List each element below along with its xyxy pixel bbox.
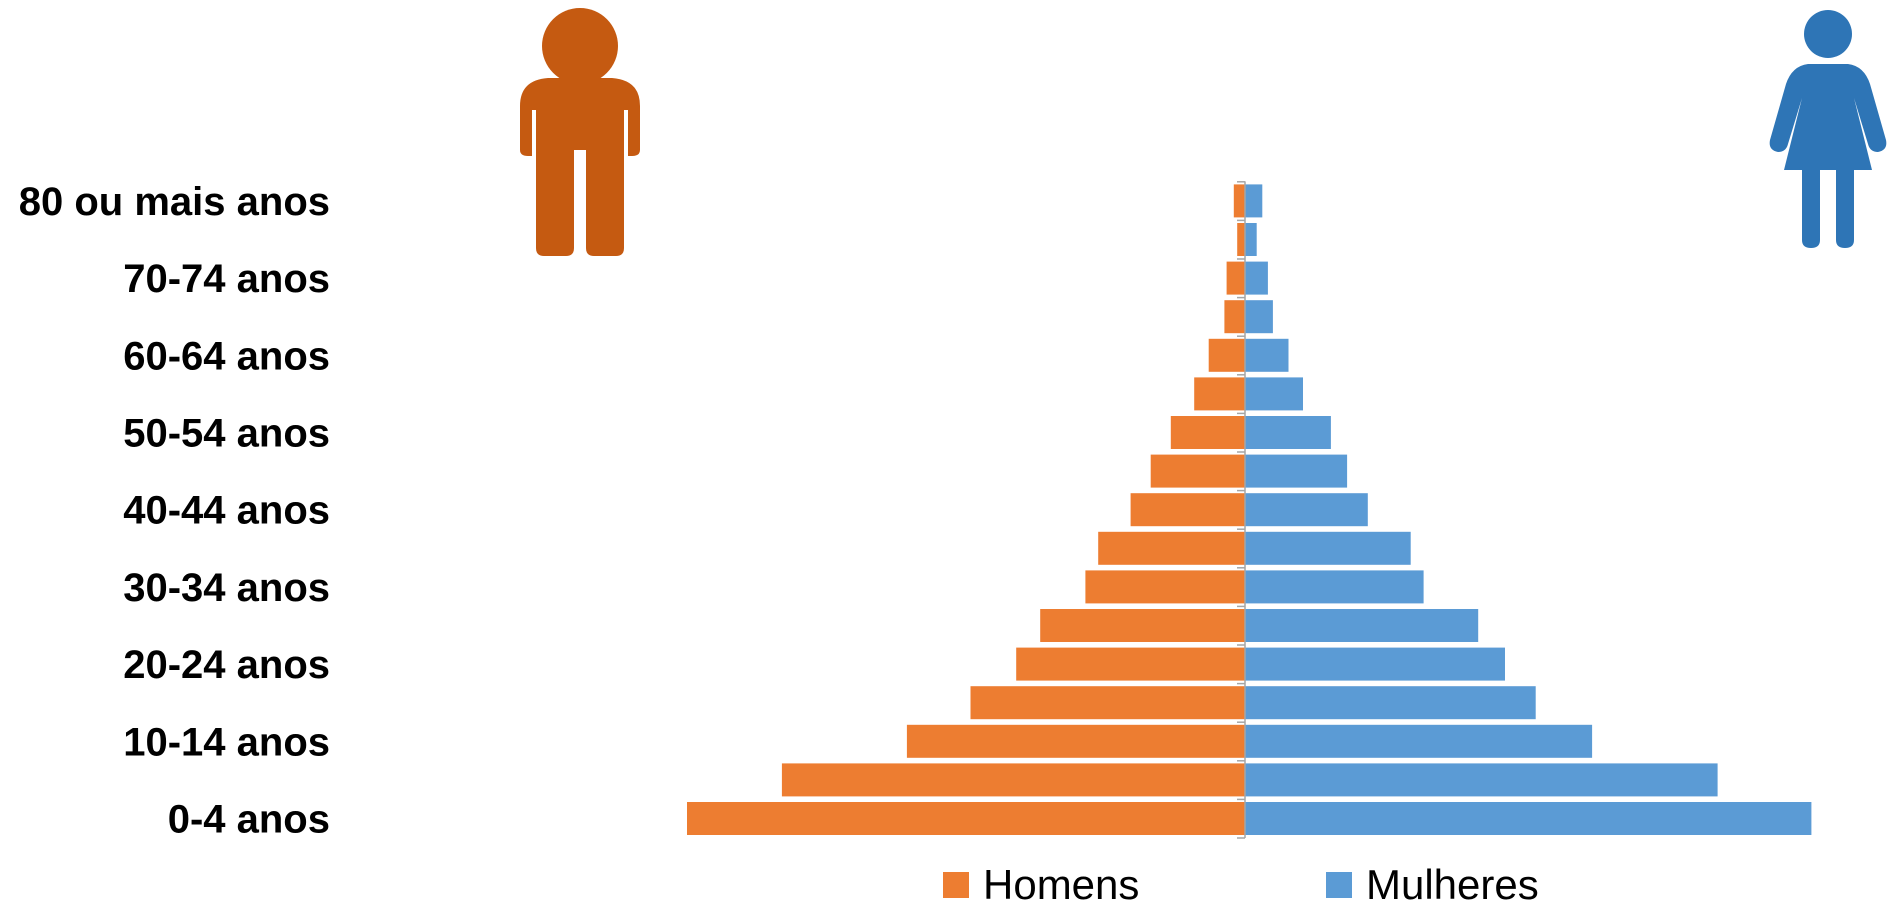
- bar-mulheres-70-74-anos: [1245, 261, 1268, 295]
- tick-label-60-64-anos: 60-64 anos: [123, 334, 330, 378]
- bar-homens-40-44-anos: [1130, 493, 1245, 527]
- tick-label-50-54-anos: 50-54 anos: [123, 412, 330, 456]
- tick-label-20-24-anos: 20-24 anos: [123, 643, 330, 687]
- bar-homens-10-14-anos: [906, 724, 1245, 758]
- bar-homens-75-79-anos: [1237, 223, 1245, 256]
- bar-mulheres-75-79-anos: [1245, 223, 1257, 256]
- bar-mulheres-55-59-anos: [1245, 377, 1303, 411]
- bar-homens-65-69-anos: [1224, 300, 1245, 334]
- tick-label-0-4-anos: 0-4 anos: [168, 798, 330, 842]
- legend-swatch-homens: [943, 872, 969, 898]
- bar-homens-80-ou-mais-anos: [1233, 184, 1245, 218]
- bar-homens-60-64-anos: [1208, 338, 1245, 372]
- bar-mulheres-20-24-anos: [1245, 647, 1505, 681]
- tick-label-80-ou-mais-anos: 80 ou mais anos: [19, 180, 330, 224]
- bar-mulheres-35-39-anos: [1245, 531, 1411, 565]
- legend-swatch-mulheres: [1326, 872, 1352, 898]
- bar-homens-20-24-anos: [1016, 647, 1245, 681]
- female-person-icon: [1769, 10, 1887, 248]
- bar-homens-15-19-anos: [970, 686, 1245, 720]
- bar-homens-25-29-anos: [1040, 609, 1245, 642]
- legend-label-homens: Homens: [983, 861, 1139, 908]
- bar-mulheres-60-64-anos: [1245, 338, 1289, 372]
- bar-homens-30-34-anos: [1085, 570, 1245, 604]
- bar-homens-45-49-anos: [1150, 454, 1245, 488]
- bar-mulheres-5-9-anos: [1245, 763, 1718, 797]
- bar-mulheres-15-19-anos: [1245, 686, 1536, 720]
- bar-homens-70-74-anos: [1226, 261, 1245, 295]
- bar-mulheres-25-29-anos: [1245, 609, 1479, 642]
- legend-label-mulheres: Mulheres: [1366, 861, 1539, 908]
- bar-mulheres-45-49-anos: [1245, 454, 1348, 488]
- tick-label-70-74-anos: 70-74 anos: [123, 257, 330, 301]
- bar-mulheres-30-34-anos: [1245, 570, 1424, 604]
- bar-mulheres-0-4-anos: [1245, 802, 1812, 835]
- bar-homens-5-9-anos: [781, 763, 1245, 797]
- male-person-icon: [520, 8, 640, 256]
- tick-label-30-34-anos: 30-34 anos: [123, 566, 330, 610]
- tick-label-40-44-anos: 40-44 anos: [123, 489, 330, 533]
- bar-homens-0-4-anos: [687, 802, 1245, 835]
- tick-label-10-14-anos: 10-14 anos: [123, 720, 330, 764]
- bar-homens-35-39-anos: [1098, 531, 1245, 565]
- bar-mulheres-10-14-anos: [1245, 724, 1593, 758]
- bar-homens-50-54-anos: [1170, 416, 1245, 449]
- bar-homens-55-59-anos: [1194, 377, 1245, 411]
- bar-mulheres-65-69-anos: [1245, 300, 1273, 334]
- bar-mulheres-40-44-anos: [1245, 493, 1368, 527]
- bar-mulheres-80-ou-mais-anos: [1245, 184, 1263, 218]
- bar-mulheres-50-54-anos: [1245, 416, 1331, 449]
